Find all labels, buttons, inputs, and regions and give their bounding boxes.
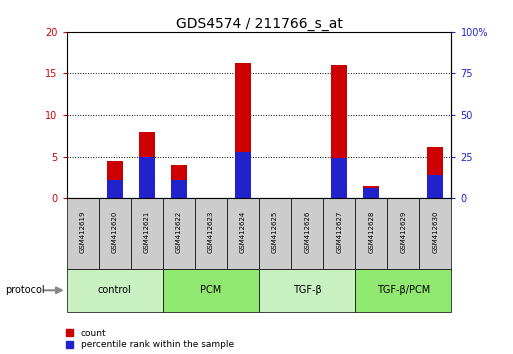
- Text: PCM: PCM: [201, 285, 222, 295]
- Bar: [427, 175, 443, 198]
- Bar: [259, 269, 355, 312]
- Bar: [163, 198, 195, 269]
- Text: GSM412619: GSM412619: [80, 211, 86, 253]
- Bar: [387, 198, 420, 269]
- Bar: [163, 269, 259, 312]
- Bar: [331, 158, 347, 198]
- Bar: [291, 198, 323, 269]
- Bar: [420, 198, 451, 269]
- Text: GSM412626: GSM412626: [304, 211, 310, 253]
- Text: GSM412627: GSM412627: [336, 211, 342, 253]
- Text: GSM412623: GSM412623: [208, 211, 214, 253]
- Legend: count, percentile rank within the sample: count, percentile rank within the sample: [66, 329, 233, 349]
- Bar: [323, 198, 355, 269]
- Bar: [131, 198, 163, 269]
- Bar: [67, 198, 98, 269]
- Bar: [355, 198, 387, 269]
- Bar: [259, 198, 291, 269]
- Bar: [139, 156, 155, 198]
- Bar: [171, 165, 187, 198]
- Bar: [427, 147, 443, 198]
- Text: GSM412624: GSM412624: [240, 211, 246, 253]
- Text: GSM412625: GSM412625: [272, 211, 278, 253]
- Text: GSM412621: GSM412621: [144, 211, 150, 253]
- Text: GSM412620: GSM412620: [112, 211, 118, 253]
- Text: TGF-β/PCM: TGF-β/PCM: [377, 285, 430, 295]
- Bar: [363, 188, 379, 198]
- Bar: [363, 186, 379, 198]
- Bar: [98, 198, 131, 269]
- Text: TGF-β: TGF-β: [293, 285, 322, 295]
- Text: GSM412630: GSM412630: [432, 211, 439, 253]
- Bar: [235, 63, 251, 198]
- Bar: [331, 65, 347, 198]
- Text: GSM412622: GSM412622: [176, 211, 182, 253]
- Bar: [139, 132, 155, 198]
- Bar: [171, 180, 187, 198]
- Text: protocol: protocol: [5, 285, 45, 295]
- Bar: [195, 198, 227, 269]
- Text: control: control: [98, 285, 132, 295]
- Bar: [67, 269, 163, 312]
- Text: GSM412628: GSM412628: [368, 211, 374, 253]
- Title: GDS4574 / 211766_s_at: GDS4574 / 211766_s_at: [175, 17, 343, 31]
- Text: GSM412629: GSM412629: [400, 211, 406, 253]
- Bar: [227, 198, 259, 269]
- Bar: [107, 161, 123, 198]
- Bar: [235, 153, 251, 198]
- Bar: [355, 269, 451, 312]
- Bar: [107, 180, 123, 198]
